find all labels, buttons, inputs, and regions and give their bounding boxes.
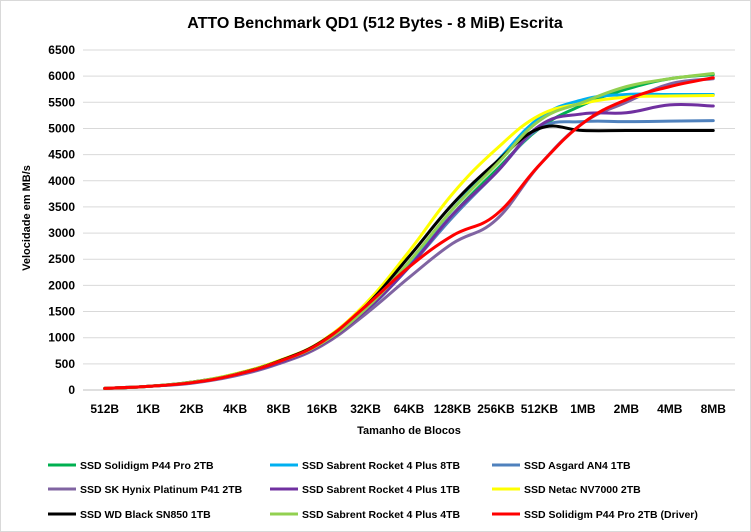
y-tick-label: 3500 — [48, 200, 75, 214]
x-axis-title: Tamanho de Blocos — [357, 425, 461, 437]
x-tick-label: 128KB — [434, 402, 472, 416]
x-tick-label: 1MB — [570, 402, 596, 416]
y-axis-ticks: 0 500 1000 1500 2000 2500 3000 3500 4000 4500 5000… — [48, 43, 75, 397]
chart-title: ATTO Benchmark QD1 (512 Bytes - 8 MiB) E… — [187, 15, 563, 32]
y-tick-label: 5000 — [48, 121, 75, 135]
y-tick-label: 1000 — [48, 331, 75, 345]
x-tick-label: 8KB — [267, 402, 291, 416]
x-tick-label: 32KB — [350, 402, 381, 416]
y-tick-label: 2500 — [48, 252, 75, 266]
legend-label-5: SSD Sabrent Rocket 4 Plus 1TB — [302, 484, 461, 496]
y-tick-label: 4000 — [48, 174, 75, 188]
x-tick-label: 512B — [90, 402, 119, 416]
x-tick-label: 256KB — [477, 402, 515, 416]
legend: SSD Solidigm P44 Pro 2TB SSD Sabrent Rock… — [48, 460, 698, 521]
y-tick-label: 5500 — [48, 95, 75, 109]
legend-label-3: SSD Asgard AN4 1TB — [524, 460, 631, 472]
legend-label-4: SSD SK Hynix Platinum P41 2TB — [80, 484, 243, 496]
gridlines — [83, 49, 735, 365]
y-axis-title: Velocidade em MB/s — [21, 165, 33, 271]
y-tick-label: 500 — [55, 357, 75, 371]
series-line-9 — [103, 76, 715, 390]
x-tick-label: 8MB — [701, 402, 727, 416]
y-tick-label: 1500 — [48, 305, 75, 319]
legend-label-1: SSD Solidigm P44 Pro 2TB — [80, 460, 214, 472]
y-tick-label: 6500 — [48, 43, 75, 57]
x-tick-label: 1KB — [136, 402, 160, 416]
x-tick-label: 64KB — [394, 402, 425, 416]
y-tick-label: 4500 — [48, 148, 75, 162]
legend-label-9: SSD Solidigm P44 Pro 2TB (Driver) — [524, 509, 698, 521]
y-tick-label: 3000 — [48, 226, 75, 240]
legend-label-6: SSD Netac NV7000 2TB — [524, 484, 641, 496]
x-tick-label: 2KB — [180, 402, 204, 416]
y-tick-label: 6000 — [48, 69, 75, 83]
x-tick-label: 4KB — [223, 402, 247, 416]
series-lines — [103, 72, 715, 390]
legend-label-7: SSD WD Black SN850 1TB — [80, 509, 211, 521]
x-tick-label: 16KB — [307, 402, 338, 416]
x-axis-ticks: 512B 1KB 2KB 4KB 8KB 16KB 32KB 64KB 128KB 256KB 51… — [90, 402, 726, 416]
x-tick-label: 2MB — [614, 402, 640, 416]
y-tick-label: 0 — [68, 383, 75, 397]
x-tick-label: 512KB — [521, 402, 559, 416]
legend-label-2: SSD Sabrent Rocket 4 Plus 8TB — [302, 460, 461, 472]
x-tick-label: 4MB — [657, 402, 683, 416]
legend-label-8: SSD Sabrent Rocket 4 Plus 4TB — [302, 509, 461, 521]
y-tick-label: 2000 — [48, 278, 75, 292]
